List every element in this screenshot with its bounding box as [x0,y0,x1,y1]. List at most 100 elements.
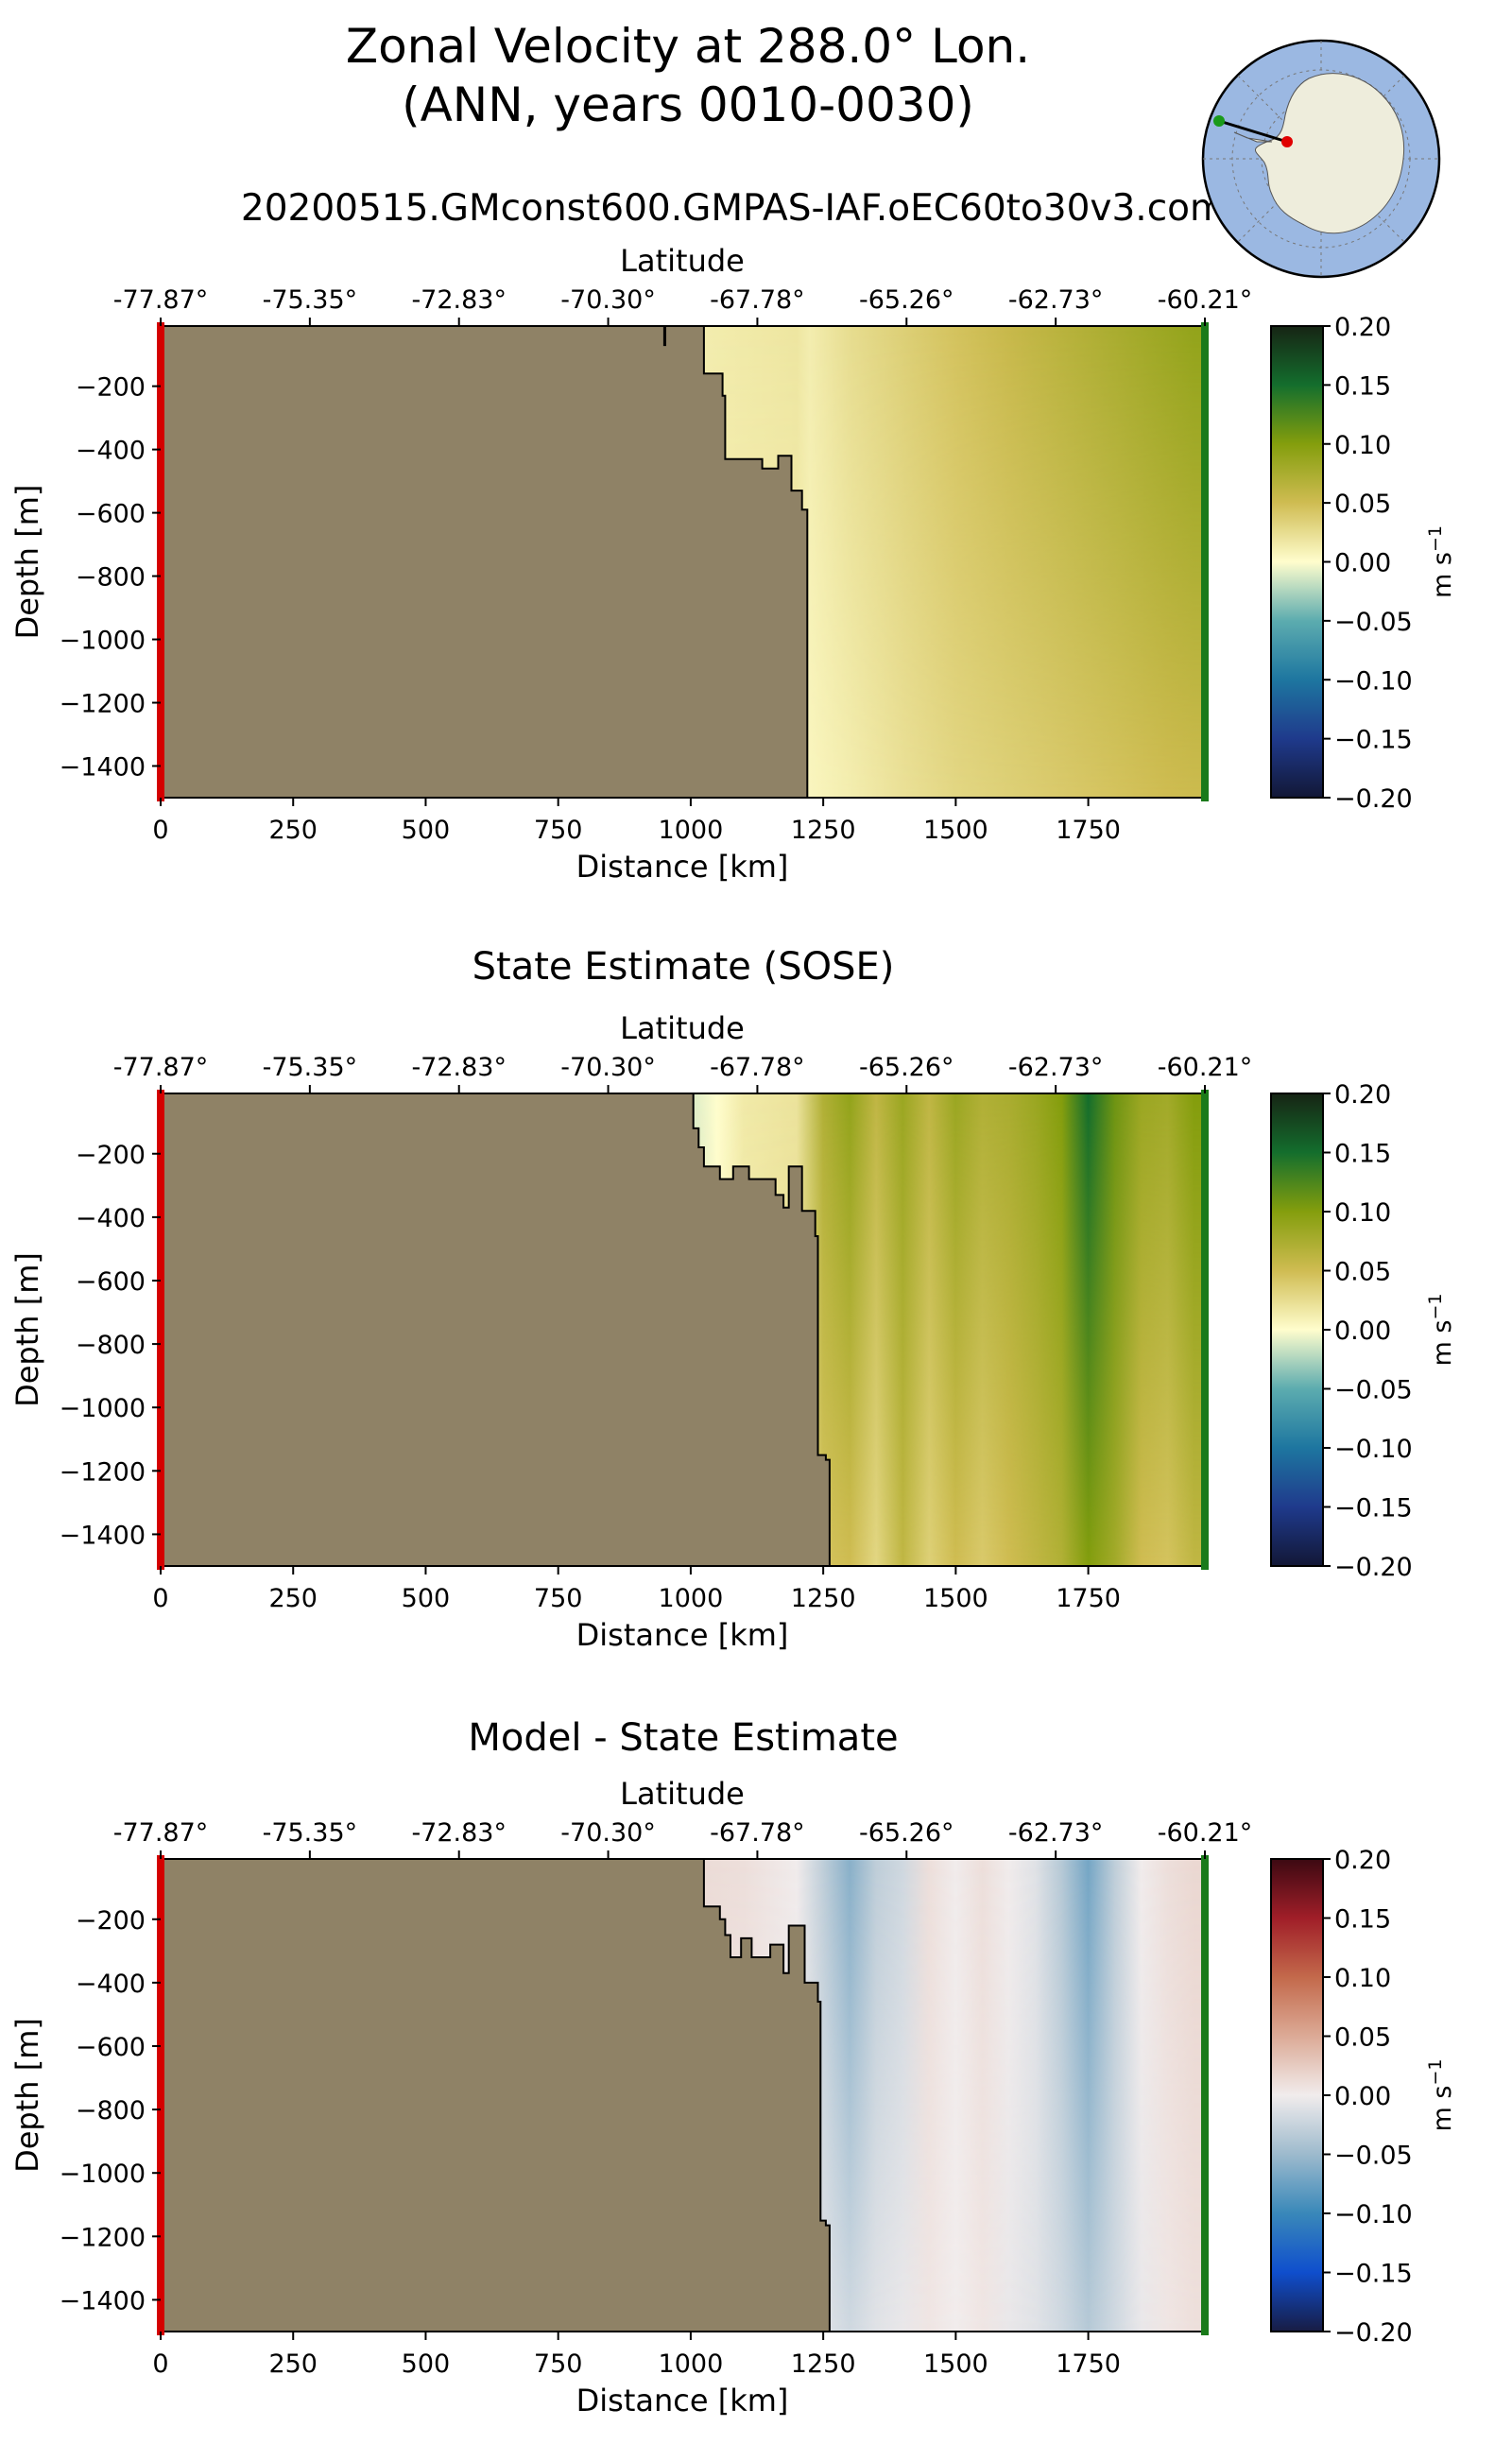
seafloor-land [160,1858,831,2332]
x-tick-label: 1750 [1056,2349,1121,2379]
latitude-tick-label: -70.30° [560,1818,656,1848]
y-tick-label: −1000 [60,627,146,656]
latitude-tick-label: -65.26° [859,1818,954,1848]
latitude-tick-label: -72.83° [411,285,507,315]
colorbar-tick-label: −0.10 [1334,2200,1413,2229]
top-axis-label: Latitude [620,243,745,279]
latitude-tick-label: -70.30° [560,1053,656,1082]
colorbar-label: m s−1 [1425,525,1457,598]
x-tick-label: 750 [534,816,583,845]
colorbar-tick-label: −0.05 [1334,608,1413,637]
y-tick-label: −600 [76,2033,146,2062]
x-tick-label: 1750 [1056,1584,1121,1613]
latitude-tick-label: -77.87° [113,1053,209,1082]
y-tick-label: −400 [76,437,146,466]
x-tick-label: 750 [534,1584,583,1613]
x-axis-label: Distance [km] [576,2383,789,2418]
figure-title-line1: Zonal Velocity at 288.0° Lon. [346,19,1030,74]
x-tick-label: 250 [268,1584,318,1613]
colorbar-tick-label: 0.20 [1334,1846,1391,1875]
panel-2: State Estimate (SOSE) 0 250 500 750 1000 1250 1… [9,945,1457,1653]
y-tick-label: −1200 [60,690,146,719]
x-tick-label: 1250 [791,2349,856,2379]
colorbar-tick-label: 0.00 [1334,549,1391,578]
colorbar-label: m s−1 [1425,1294,1457,1367]
colorbar-tick-label: −0.15 [1334,1494,1413,1523]
colorbar-tick-label: −0.20 [1334,784,1413,814]
x-tick-label: 1500 [923,1584,988,1613]
latitude-tick-label: -65.26° [859,285,954,315]
locator-map [1201,39,1441,279]
colorbar-tick-label: 0.00 [1334,2082,1391,2111]
colorbar-tick-label: −0.15 [1334,726,1413,755]
y-tick-label: −1400 [60,753,146,783]
latitude-tick-label: -70.30° [560,285,656,315]
colorbar-tick-label: 0.10 [1334,1964,1391,1993]
latitude-tick-label: -60.21° [1158,1818,1253,1848]
latitude-tick-label: -77.87° [113,1818,209,1848]
y-tick-label: −800 [76,563,146,593]
x-tick-label: 1750 [1056,816,1121,845]
colorbar-label: m s−1 [1425,2059,1457,2132]
colorbar-tick-label: −0.05 [1334,2142,1413,2171]
latitude-tick-label: -75.35° [263,1818,358,1848]
y-axis-label: Depth [m] [9,2018,45,2173]
panel-title: Model - State Estimate [468,1716,898,1760]
colorbar-tick-label: −0.15 [1334,2260,1413,2289]
colorbar-label-exponent: −1 [1425,1294,1446,1320]
y-tick-label: −200 [76,1141,146,1170]
section-end-point [1281,136,1293,147]
panel-title: State Estimate (SOSE) [472,945,895,989]
x-tick-label: 500 [402,816,451,845]
colorbar-tick-label: 0.15 [1334,371,1391,401]
x-tick-label: 500 [402,2349,451,2379]
section-start-point [1213,115,1225,127]
colorbar-tick-label: 0.10 [1334,1198,1391,1228]
x-tick-label: 0 [152,1584,168,1613]
x-tick-label: 1000 [659,816,724,845]
y-tick-label: −800 [76,2096,146,2125]
colorbar-tick-label: 0.05 [1334,490,1391,519]
latitude-tick-label: -60.21° [1158,1053,1253,1082]
latitude-tick-label: -75.35° [263,1053,358,1082]
y-tick-label: −200 [76,373,146,403]
seafloor-land [160,325,809,799]
y-tick-label: −400 [76,1970,146,1999]
figure-subtitle: 20200515.GMconst600.GMPAS-IAF.oEC60to30v… [241,187,1226,230]
seafloor-land [160,1093,831,1567]
y-axis-label: Depth [m] [9,1252,45,1407]
latitude-tick-label: -72.83° [411,1818,507,1848]
latitude-tick-label: -72.83° [411,1053,507,1082]
x-axis-label: Distance [km] [576,849,789,885]
colorbar-tick-label: 0.15 [1334,1905,1391,1935]
latitude-tick-label: -75.35° [263,285,358,315]
colorbar-tick-label: 0.10 [1334,431,1391,460]
colorbar [1270,1858,1324,2332]
colorbar-tick-label: 0.00 [1334,1317,1391,1346]
y-tick-label: −1200 [60,2223,146,2252]
y-tick-label: −1400 [60,1521,146,1550]
figure-title-line2: (ANN, years 0010-0030) [402,77,974,132]
colorbar-tick-label: 0.05 [1334,1258,1391,1287]
colorbar [1270,325,1324,799]
panel-3: Model - State Estimate 0 250 500 750 1000 1250… [9,1716,1457,2418]
latitude-tick-label: -65.26° [859,1053,954,1082]
x-tick-label: 250 [268,816,318,845]
section-line [1218,119,1288,144]
top-axis-label: Latitude [620,1010,745,1046]
x-tick-label: 250 [268,2349,318,2379]
top-axis-label: Latitude [620,1776,745,1812]
y-tick-label: −1400 [60,2286,146,2315]
x-tick-label: 750 [534,2349,583,2379]
y-tick-label: −1000 [60,2160,146,2189]
x-tick-label: 1500 [923,2349,988,2379]
colorbar-tick-label: 0.05 [1334,2023,1391,2053]
x-tick-label: 1000 [659,2349,724,2379]
colorbar-tick-label: −0.10 [1334,1435,1413,1464]
y-tick-label: −400 [76,1204,146,1233]
colorbar-tick-label: −0.05 [1334,1376,1413,1405]
y-tick-label: −600 [76,500,146,529]
colorbar-tick-label: −0.20 [1334,1553,1413,1582]
x-tick-label: 0 [152,816,168,845]
